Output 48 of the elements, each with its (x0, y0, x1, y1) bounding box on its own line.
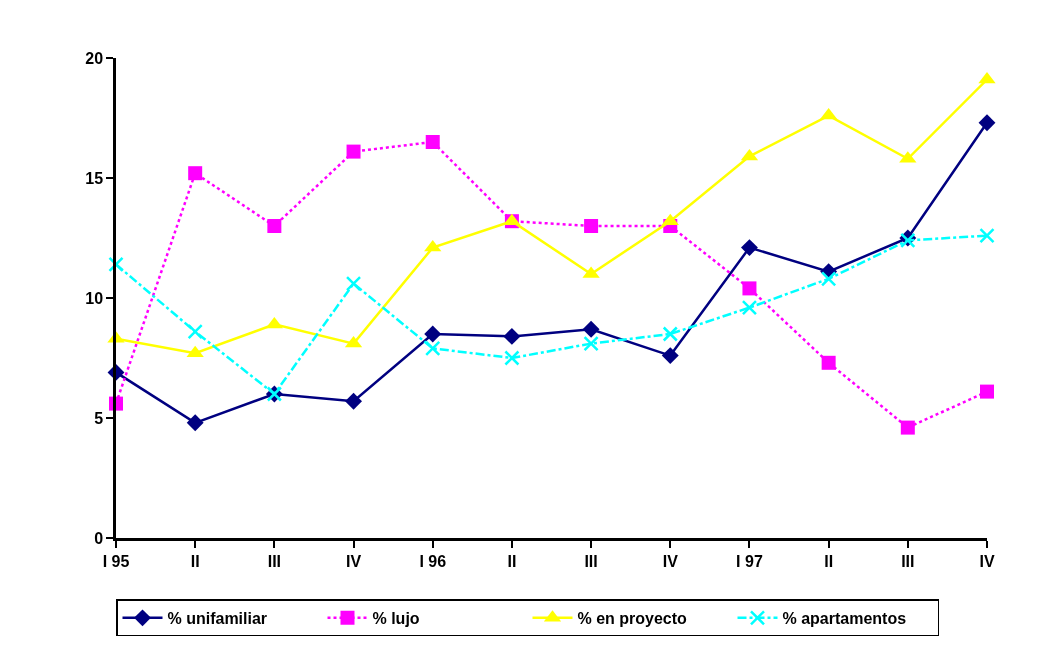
point (345, 275, 362, 292)
point (741, 299, 758, 316)
y-tick-label: 20 (85, 49, 104, 67)
point (267, 219, 282, 233)
x-tick-label: II (190, 552, 200, 570)
point (661, 347, 679, 365)
x-tick-label: III (267, 552, 282, 570)
x-tick-label: II (824, 552, 834, 570)
x-tick-label: II (507, 552, 517, 570)
point (821, 355, 836, 370)
legend-label: % en proyecto (577, 610, 688, 628)
point (425, 135, 440, 149)
point (584, 219, 599, 233)
x-tick-label: I 97 (736, 552, 763, 570)
point (820, 271, 837, 287)
point (978, 114, 996, 132)
point (424, 340, 441, 357)
point (583, 335, 599, 352)
point (741, 239, 758, 257)
x-tick-label: III (584, 552, 598, 570)
legend-label: % apartamentos (782, 610, 907, 628)
legend-label: % lujo (372, 610, 420, 628)
point (979, 227, 995, 244)
point (188, 166, 203, 181)
y-tick-label: 15 (85, 169, 104, 187)
point (346, 144, 361, 159)
x-tick-label: I 95 (102, 552, 130, 570)
point (504, 350, 520, 366)
x-tick-label: I 96 (419, 552, 447, 570)
point (582, 320, 600, 338)
x-tick-label: III (901, 552, 915, 570)
x-tick-label: IV (345, 552, 362, 570)
point (186, 414, 204, 432)
y-tick-label: 0 (94, 529, 104, 547)
x-tick-label: IV (662, 552, 679, 570)
point (980, 384, 994, 399)
point (108, 256, 124, 273)
point (187, 323, 203, 340)
y-tick-label: 5 (94, 409, 104, 427)
point (900, 420, 915, 435)
x-tick-label: IV (979, 552, 995, 570)
legend-label: % unifamiliar (167, 610, 268, 628)
point (662, 326, 679, 342)
point (345, 392, 362, 410)
point (424, 325, 442, 343)
y-tick-label: 10 (85, 289, 104, 307)
point (503, 327, 521, 345)
point (742, 281, 757, 296)
